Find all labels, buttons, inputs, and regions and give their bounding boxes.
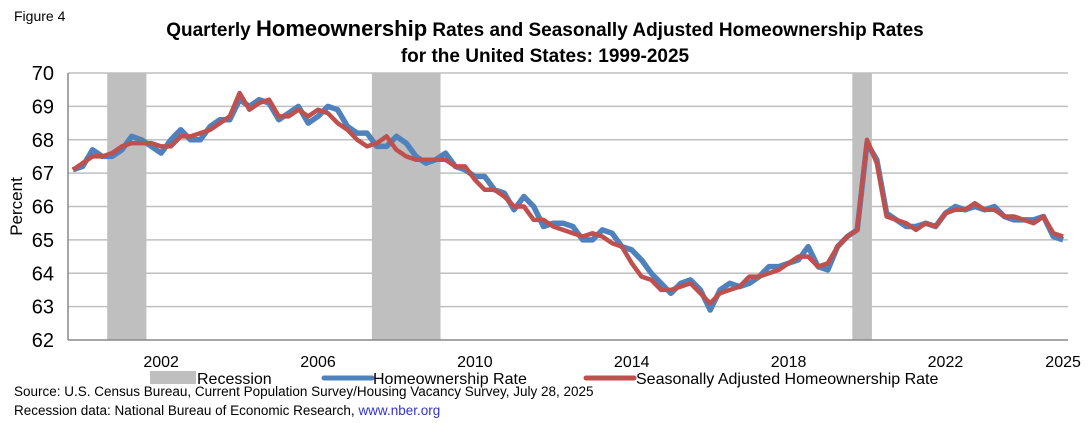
legend-label-homeownership: Homeownership Rate [373, 371, 527, 388]
series-line-homeownership-rate [71, 96, 1065, 313]
legend-label-recession: Recession [197, 371, 272, 388]
title-emphasis: Homeownership [256, 16, 428, 41]
legend-label-seasonally-adjusted: Seasonally Adjusted Homeownership Rate [636, 371, 939, 388]
x-tick-label: 2010 [457, 354, 493, 371]
figure-label: Figure 4 [14, 8, 66, 24]
y-tick-label: 67 [32, 163, 54, 185]
x-tick-label: 2006 [300, 354, 336, 371]
y-axis-label: Percent [7, 177, 26, 236]
title-part1: Quarterly [166, 20, 256, 41]
x-tick-label: 2018 [771, 354, 807, 371]
y-tick-label: 66 [32, 197, 54, 219]
y-tick-label: 70 [32, 63, 54, 85]
y-tick-label: 63 [32, 297, 54, 319]
x-tick-label: 2022 [928, 354, 964, 371]
x-tick-label: 2025 [1045, 354, 1081, 371]
chart-title: Quarterly Homeownership Rates and Season… [0, 16, 1090, 70]
y-tick-label: 62 [32, 330, 54, 352]
source-line: Source: U.S. Census Bureau, Current Popu… [14, 384, 594, 399]
nber-link[interactable]: www.nber.org [358, 403, 441, 418]
recession-source-line: Recession data: National Bureau of Econo… [14, 403, 440, 418]
legend-swatch-recession [150, 371, 196, 384]
y-tick-label: 68 [32, 130, 54, 152]
x-tick-label: 2014 [614, 354, 650, 371]
y-tick-label: 65 [32, 230, 54, 252]
series-line-seasonally-adjusted-rate [71, 90, 1064, 306]
x-tick-label: 2002 [143, 354, 179, 371]
recession-source-text: Recession data: National Bureau of Econo… [14, 403, 359, 418]
y-tick-label: 64 [32, 263, 54, 285]
title-line2: for the United States: 1999-2025 [400, 46, 690, 67]
y-tick-label: 69 [32, 96, 54, 118]
title-part2: Rates and Seasonally Adjusted Homeowners… [427, 20, 924, 41]
